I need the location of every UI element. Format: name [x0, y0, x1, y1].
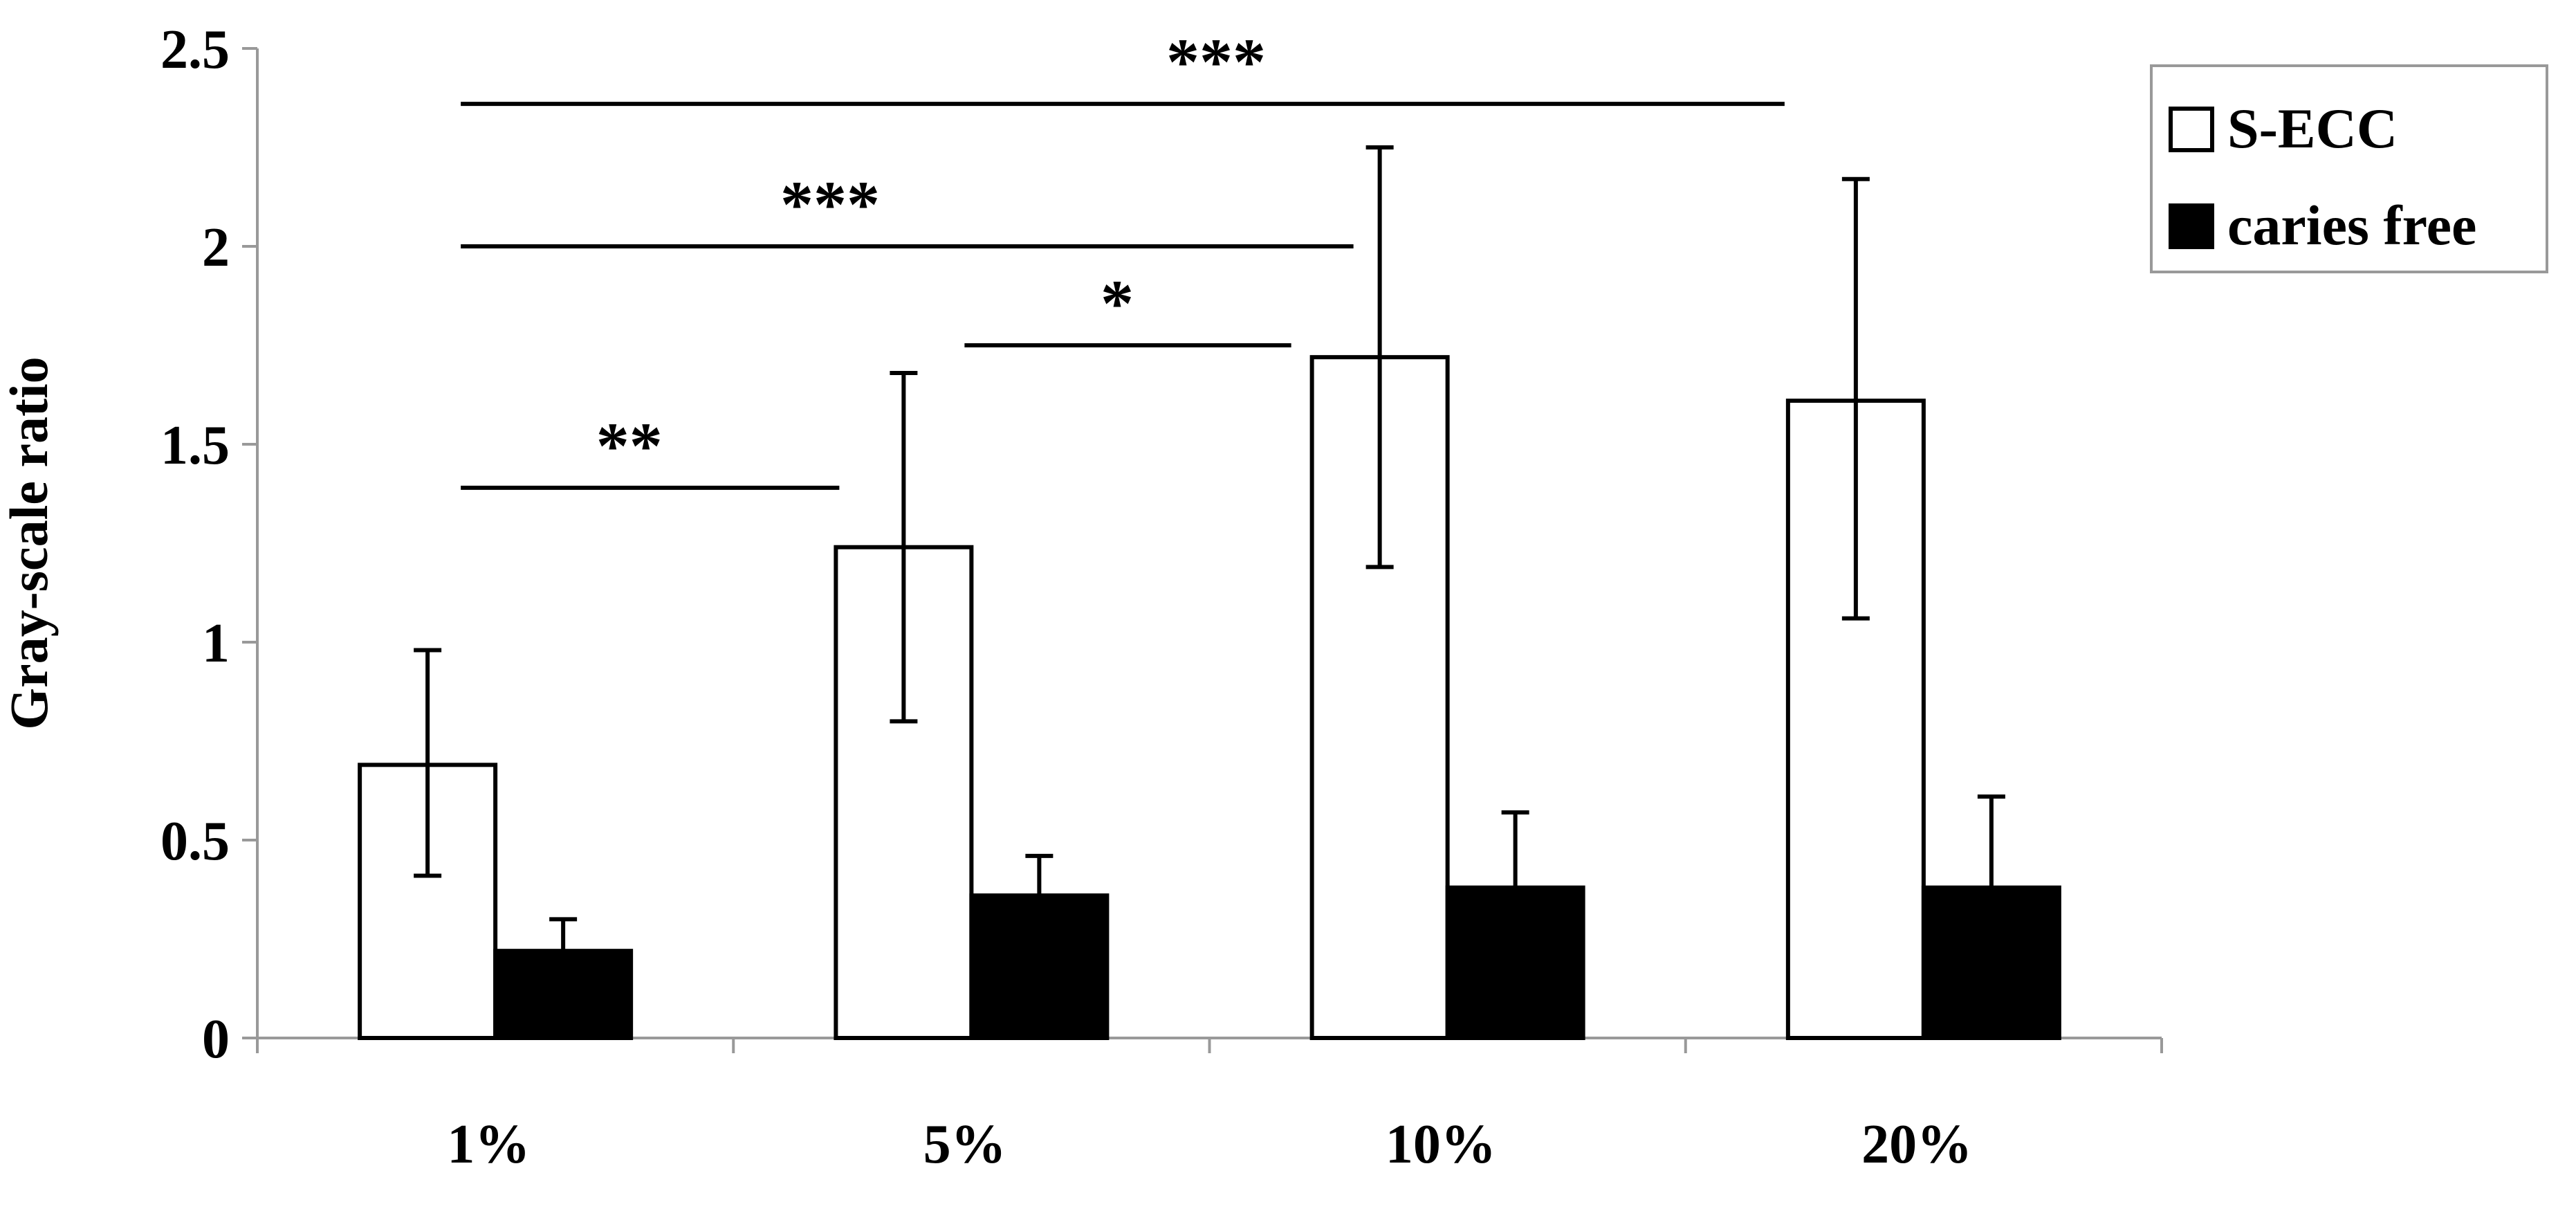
y-tick-label: 2.5 — [160, 19, 230, 80]
y-tick-label: 1 — [202, 613, 230, 674]
y-tick-label: 0 — [202, 1009, 230, 1070]
significance-label: ** — [596, 409, 663, 483]
x-category-label: 20% — [1861, 1114, 1972, 1175]
bar-caries-free — [969, 893, 1110, 1040]
significance-label: *** — [1166, 25, 1266, 99]
legend-label: caries free — [2227, 194, 2476, 257]
bar-s-ecc — [834, 545, 974, 1040]
y-tick-label: 0.5 — [160, 811, 230, 872]
significance-label: *** — [780, 167, 880, 242]
bar-s-ecc — [358, 763, 498, 1040]
significance-label: * — [1101, 266, 1134, 340]
bar-caries-free — [1921, 885, 2061, 1041]
x-category-label: 5% — [923, 1114, 1006, 1175]
y-axis-title: Gray-scale ratio — [0, 356, 59, 729]
error-bars — [414, 145, 2005, 951]
y-tick-label: 1.5 — [160, 415, 230, 476]
bar-caries-free — [1445, 885, 1585, 1041]
x-category-label: 1% — [447, 1114, 530, 1175]
legend-swatch-s-ecc — [2169, 107, 2214, 152]
y-tick-label: 2 — [202, 217, 230, 278]
legend: S-ECC caries free — [2150, 64, 2548, 273]
y-axis-ticks: 0 0.5 1 1.5 2 2.5 — [160, 19, 257, 1070]
x-axis-category-labels: 1% 5% 10% 20% — [447, 1114, 1972, 1175]
legend-frame — [2150, 64, 2548, 273]
significance-brackets: ********* — [461, 25, 1785, 490]
legend-label: S-ECC — [2227, 97, 2398, 160]
bar-caries-free — [493, 949, 634, 1041]
x-category-label: 10% — [1386, 1114, 1496, 1175]
legend-swatch-caries-free — [2169, 203, 2214, 249]
